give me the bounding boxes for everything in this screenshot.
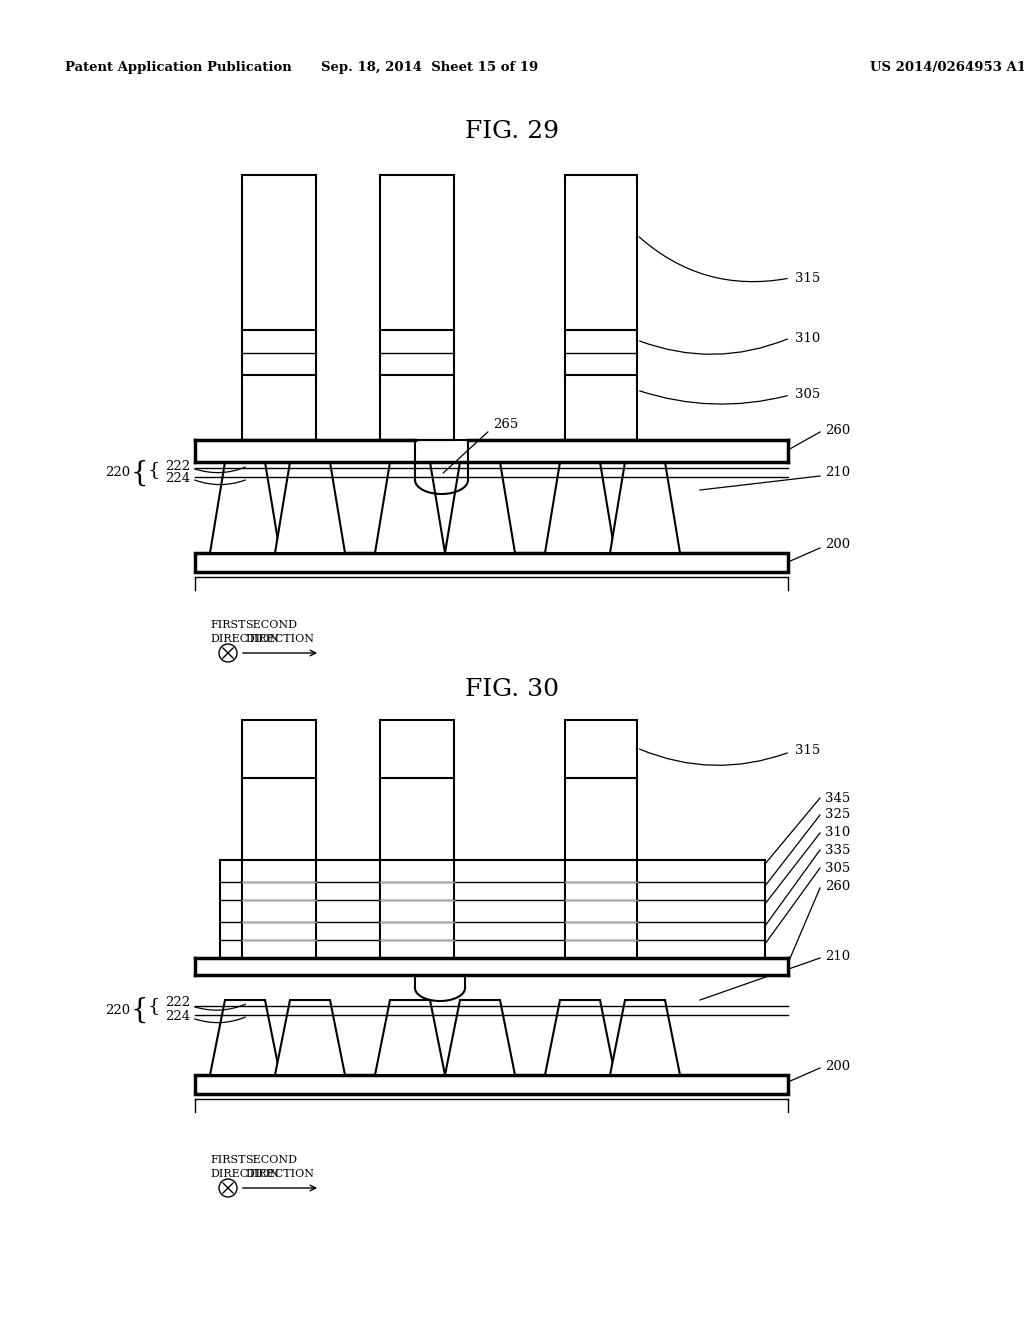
Polygon shape	[210, 1001, 280, 1074]
Text: 224: 224	[165, 473, 190, 486]
Polygon shape	[545, 462, 615, 553]
Text: 260: 260	[825, 879, 850, 892]
Polygon shape	[375, 1001, 445, 1074]
Text: DIRECTION: DIRECTION	[210, 1170, 279, 1179]
Bar	[565, 176, 637, 440]
Text: 335: 335	[825, 843, 850, 857]
Bar	[380, 719, 454, 861]
Text: SECOND: SECOND	[245, 1155, 297, 1166]
Text: DIRECTION: DIRECTION	[245, 1170, 314, 1179]
Text: FIRST: FIRST	[210, 1155, 246, 1166]
Bar	[242, 719, 316, 861]
Polygon shape	[445, 462, 515, 553]
Text: 220: 220	[104, 466, 130, 479]
Text: 200: 200	[825, 1060, 850, 1072]
Polygon shape	[220, 861, 765, 958]
Text: 210: 210	[825, 949, 850, 962]
Bar	[220, 861, 765, 958]
Text: 260: 260	[825, 424, 850, 437]
Polygon shape	[195, 958, 788, 975]
Text: 305: 305	[795, 388, 820, 401]
Text: 310: 310	[825, 826, 850, 840]
Text: 224: 224	[165, 1010, 190, 1023]
Text: FIG. 29: FIG. 29	[465, 120, 559, 144]
Text: {: {	[147, 461, 160, 479]
Text: FIG. 30: FIG. 30	[465, 678, 559, 701]
Polygon shape	[275, 462, 345, 553]
Text: {: {	[130, 459, 148, 487]
Text: 210: 210	[825, 466, 850, 479]
Text: US 2014/0264953 A1: US 2014/0264953 A1	[870, 62, 1024, 74]
Polygon shape	[195, 440, 788, 462]
Text: 310: 310	[795, 331, 820, 345]
Bar	[242, 176, 316, 440]
Polygon shape	[445, 1001, 515, 1074]
Polygon shape	[275, 1001, 345, 1074]
Text: 222: 222	[165, 459, 190, 473]
Circle shape	[219, 1179, 237, 1197]
Bar	[565, 719, 637, 861]
Polygon shape	[565, 861, 636, 957]
Text: Patent Application Publication: Patent Application Publication	[65, 62, 292, 74]
Text: SECOND: SECOND	[245, 620, 297, 630]
Polygon shape	[610, 462, 680, 553]
Text: 220: 220	[104, 1003, 130, 1016]
Polygon shape	[610, 1001, 680, 1074]
Polygon shape	[243, 861, 315, 957]
Text: FIRST: FIRST	[210, 620, 246, 630]
Text: {: {	[130, 997, 148, 1023]
Text: DIRECTION: DIRECTION	[245, 634, 314, 644]
Bar	[195, 553, 788, 572]
Bar	[195, 1074, 788, 1094]
Polygon shape	[210, 462, 280, 553]
Text: {: {	[147, 997, 160, 1015]
Text: Sep. 18, 2014  Sheet 15 of 19: Sep. 18, 2014 Sheet 15 of 19	[322, 62, 539, 74]
Bar	[380, 176, 454, 440]
Text: 305: 305	[825, 862, 850, 874]
Polygon shape	[381, 861, 454, 957]
Text: DIRECTION: DIRECTION	[210, 634, 279, 644]
Text: 345: 345	[825, 792, 850, 804]
Text: 265: 265	[493, 417, 518, 430]
Circle shape	[219, 644, 237, 663]
Text: 315: 315	[795, 743, 820, 756]
Polygon shape	[545, 1001, 615, 1074]
Text: 325: 325	[825, 808, 850, 821]
Text: 200: 200	[825, 539, 850, 552]
Polygon shape	[375, 462, 445, 553]
Text: 222: 222	[165, 997, 190, 1010]
Text: 315: 315	[795, 272, 820, 285]
